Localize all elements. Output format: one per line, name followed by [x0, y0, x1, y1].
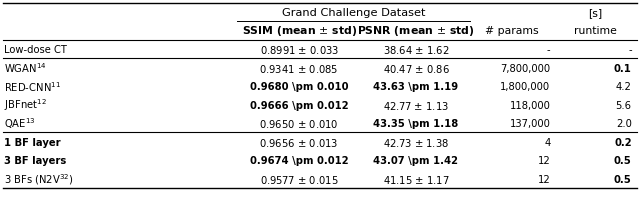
Text: 38.64 $\pm$ 1.62: 38.64 $\pm$ 1.62 [383, 44, 449, 56]
Text: -: - [547, 45, 550, 55]
Text: 3 BFs (N2V$^{32}$): 3 BFs (N2V$^{32}$) [4, 172, 74, 187]
Text: Low-dose CT: Low-dose CT [4, 45, 67, 55]
Text: JBFnet$^{12}$: JBFnet$^{12}$ [4, 98, 47, 113]
Text: 0.9656 $\pm$ 0.013: 0.9656 $\pm$ 0.013 [259, 137, 339, 149]
Text: 0.9674 \pm 0.012: 0.9674 \pm 0.012 [250, 156, 349, 166]
Text: 0.8991 $\pm$ 0.033: 0.8991 $\pm$ 0.033 [260, 44, 339, 56]
Text: 41.15 $\pm$ 1.17: 41.15 $\pm$ 1.17 [383, 174, 449, 186]
Text: 118,000: 118,000 [509, 101, 550, 111]
Text: 42.73 $\pm$ 1.38: 42.73 $\pm$ 1.38 [383, 137, 449, 149]
Text: QAE$^{13}$: QAE$^{13}$ [4, 117, 36, 131]
Text: 1 BF layer: 1 BF layer [4, 138, 61, 148]
Text: 0.1: 0.1 [614, 64, 632, 74]
Text: -: - [628, 45, 632, 55]
Text: RED-CNN$^{11}$: RED-CNN$^{11}$ [4, 80, 61, 94]
Text: 42.77 $\pm$ 1.13: 42.77 $\pm$ 1.13 [383, 100, 449, 112]
Text: 0.9666 \pm 0.012: 0.9666 \pm 0.012 [250, 101, 349, 111]
Text: 0.5: 0.5 [614, 175, 632, 185]
Text: SSIM (mean $\pm$ std): SSIM (mean $\pm$ std) [241, 24, 357, 38]
Text: 4: 4 [544, 138, 550, 148]
Text: PSNR (mean $\pm$ std): PSNR (mean $\pm$ std) [357, 24, 475, 38]
Text: # params: # params [485, 26, 539, 36]
Text: runtime: runtime [574, 26, 616, 36]
Text: Grand Challenge Dataset: Grand Challenge Dataset [282, 8, 426, 18]
Text: 7,800,000: 7,800,000 [500, 64, 550, 74]
Text: 5.6: 5.6 [616, 101, 632, 111]
Text: 1,800,000: 1,800,000 [500, 82, 550, 92]
Text: 0.9341 $\pm$ 0.085: 0.9341 $\pm$ 0.085 [259, 63, 339, 75]
Text: 40.47 $\pm$ 0.86: 40.47 $\pm$ 0.86 [383, 63, 449, 75]
Text: WGAN$^{14}$: WGAN$^{14}$ [4, 62, 47, 75]
Text: 12: 12 [538, 175, 550, 185]
Text: 43.07 \pm 1.42: 43.07 \pm 1.42 [374, 156, 458, 166]
Text: 43.63 \pm 1.19: 43.63 \pm 1.19 [373, 82, 459, 92]
Text: 4.2: 4.2 [616, 82, 632, 92]
Text: [s]: [s] [588, 8, 602, 18]
Text: 0.9650 $\pm$ 0.010: 0.9650 $\pm$ 0.010 [259, 118, 339, 130]
Text: 0.5: 0.5 [614, 156, 632, 166]
Text: 137,000: 137,000 [509, 119, 550, 129]
Text: 2.0: 2.0 [616, 119, 632, 129]
Text: 43.35 \pm 1.18: 43.35 \pm 1.18 [373, 119, 459, 129]
Text: 0.2: 0.2 [614, 138, 632, 148]
Text: 0.9577 $\pm$ 0.015: 0.9577 $\pm$ 0.015 [260, 174, 339, 186]
Text: 0.9680 \pm 0.010: 0.9680 \pm 0.010 [250, 82, 348, 92]
Text: 12: 12 [538, 156, 550, 166]
Text: 3 BF layers: 3 BF layers [4, 156, 67, 166]
